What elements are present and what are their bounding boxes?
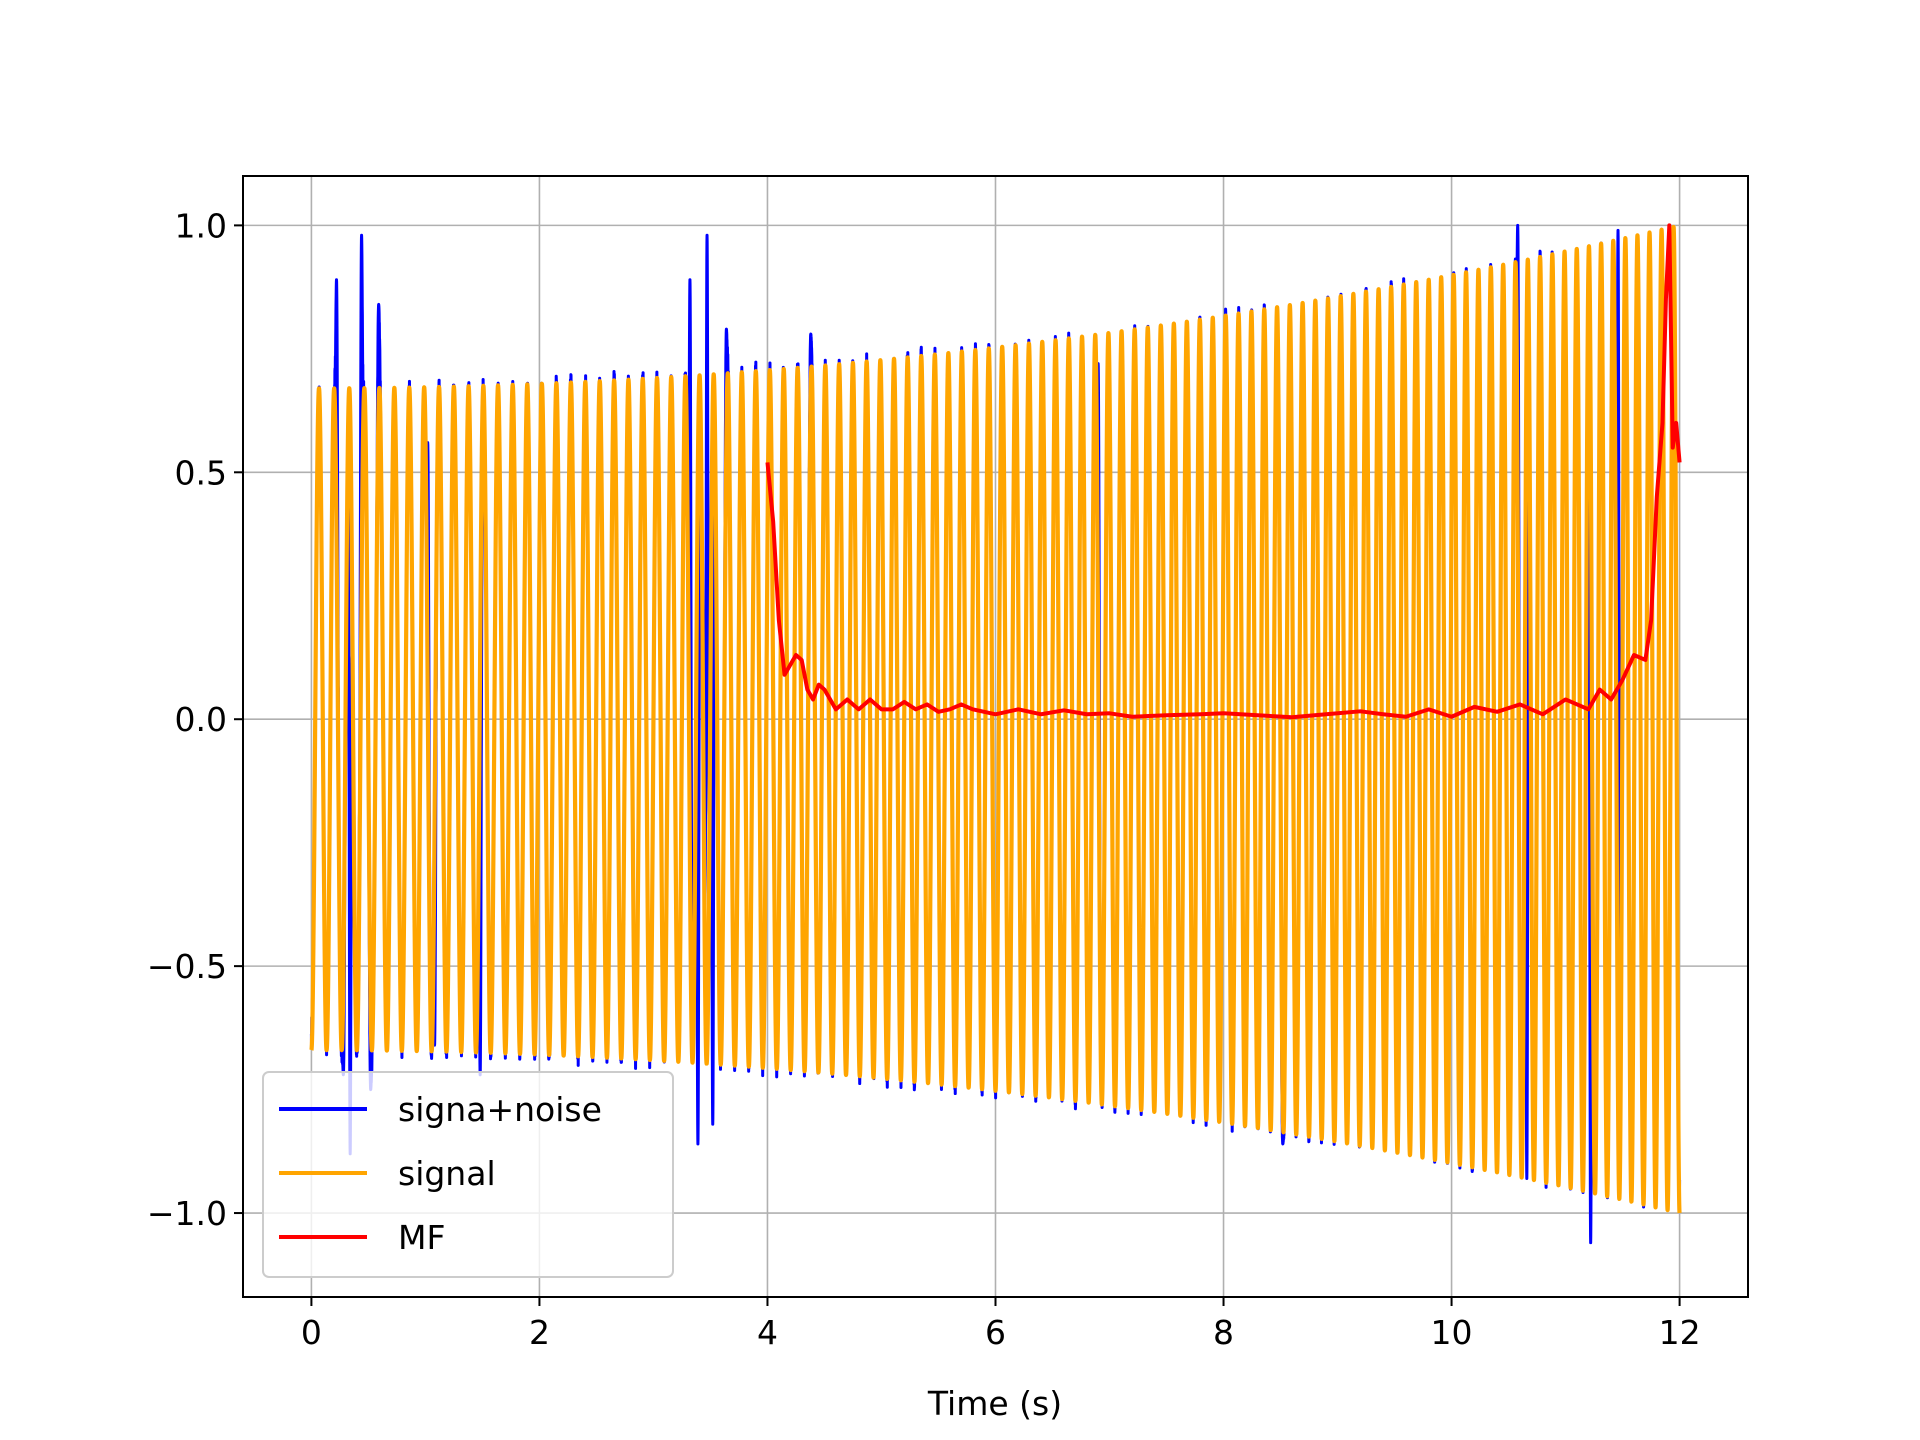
y-tick-label: −0.5 bbox=[147, 947, 227, 986]
legend-entry: signa+noise bbox=[398, 1090, 602, 1129]
legend-entry: signal bbox=[398, 1154, 496, 1193]
x-tick-label: 6 bbox=[985, 1313, 1006, 1352]
x-tick-label: 8 bbox=[1213, 1313, 1234, 1352]
x-tick-label: 2 bbox=[529, 1313, 550, 1352]
x-tick-label: 12 bbox=[1659, 1313, 1701, 1352]
ticks: 0 2 4 6 8 10 12 −1.0 −0.5 0.0 0.5 1.0 bbox=[147, 206, 1701, 1352]
y-tick-label: −1.0 bbox=[147, 1194, 227, 1233]
x-tick-label: 4 bbox=[757, 1313, 778, 1352]
plot-area bbox=[309, 223, 1682, 1245]
x-tick-label: 10 bbox=[1431, 1313, 1473, 1352]
legend: signa+noise signal MF bbox=[262, 1071, 674, 1278]
legend-box bbox=[262, 1071, 674, 1278]
x-axis-label: Time (s) bbox=[927, 1384, 1062, 1423]
x-tick-label: 0 bbox=[301, 1313, 322, 1352]
series-line-signal bbox=[309, 224, 1682, 1215]
y-tick-label: 0.5 bbox=[175, 453, 227, 492]
y-tick-label: 0.0 bbox=[175, 700, 227, 739]
legend-entry: MF bbox=[398, 1218, 445, 1257]
series-line-MF bbox=[765, 223, 1682, 720]
y-tick-label: 1.0 bbox=[175, 206, 227, 245]
